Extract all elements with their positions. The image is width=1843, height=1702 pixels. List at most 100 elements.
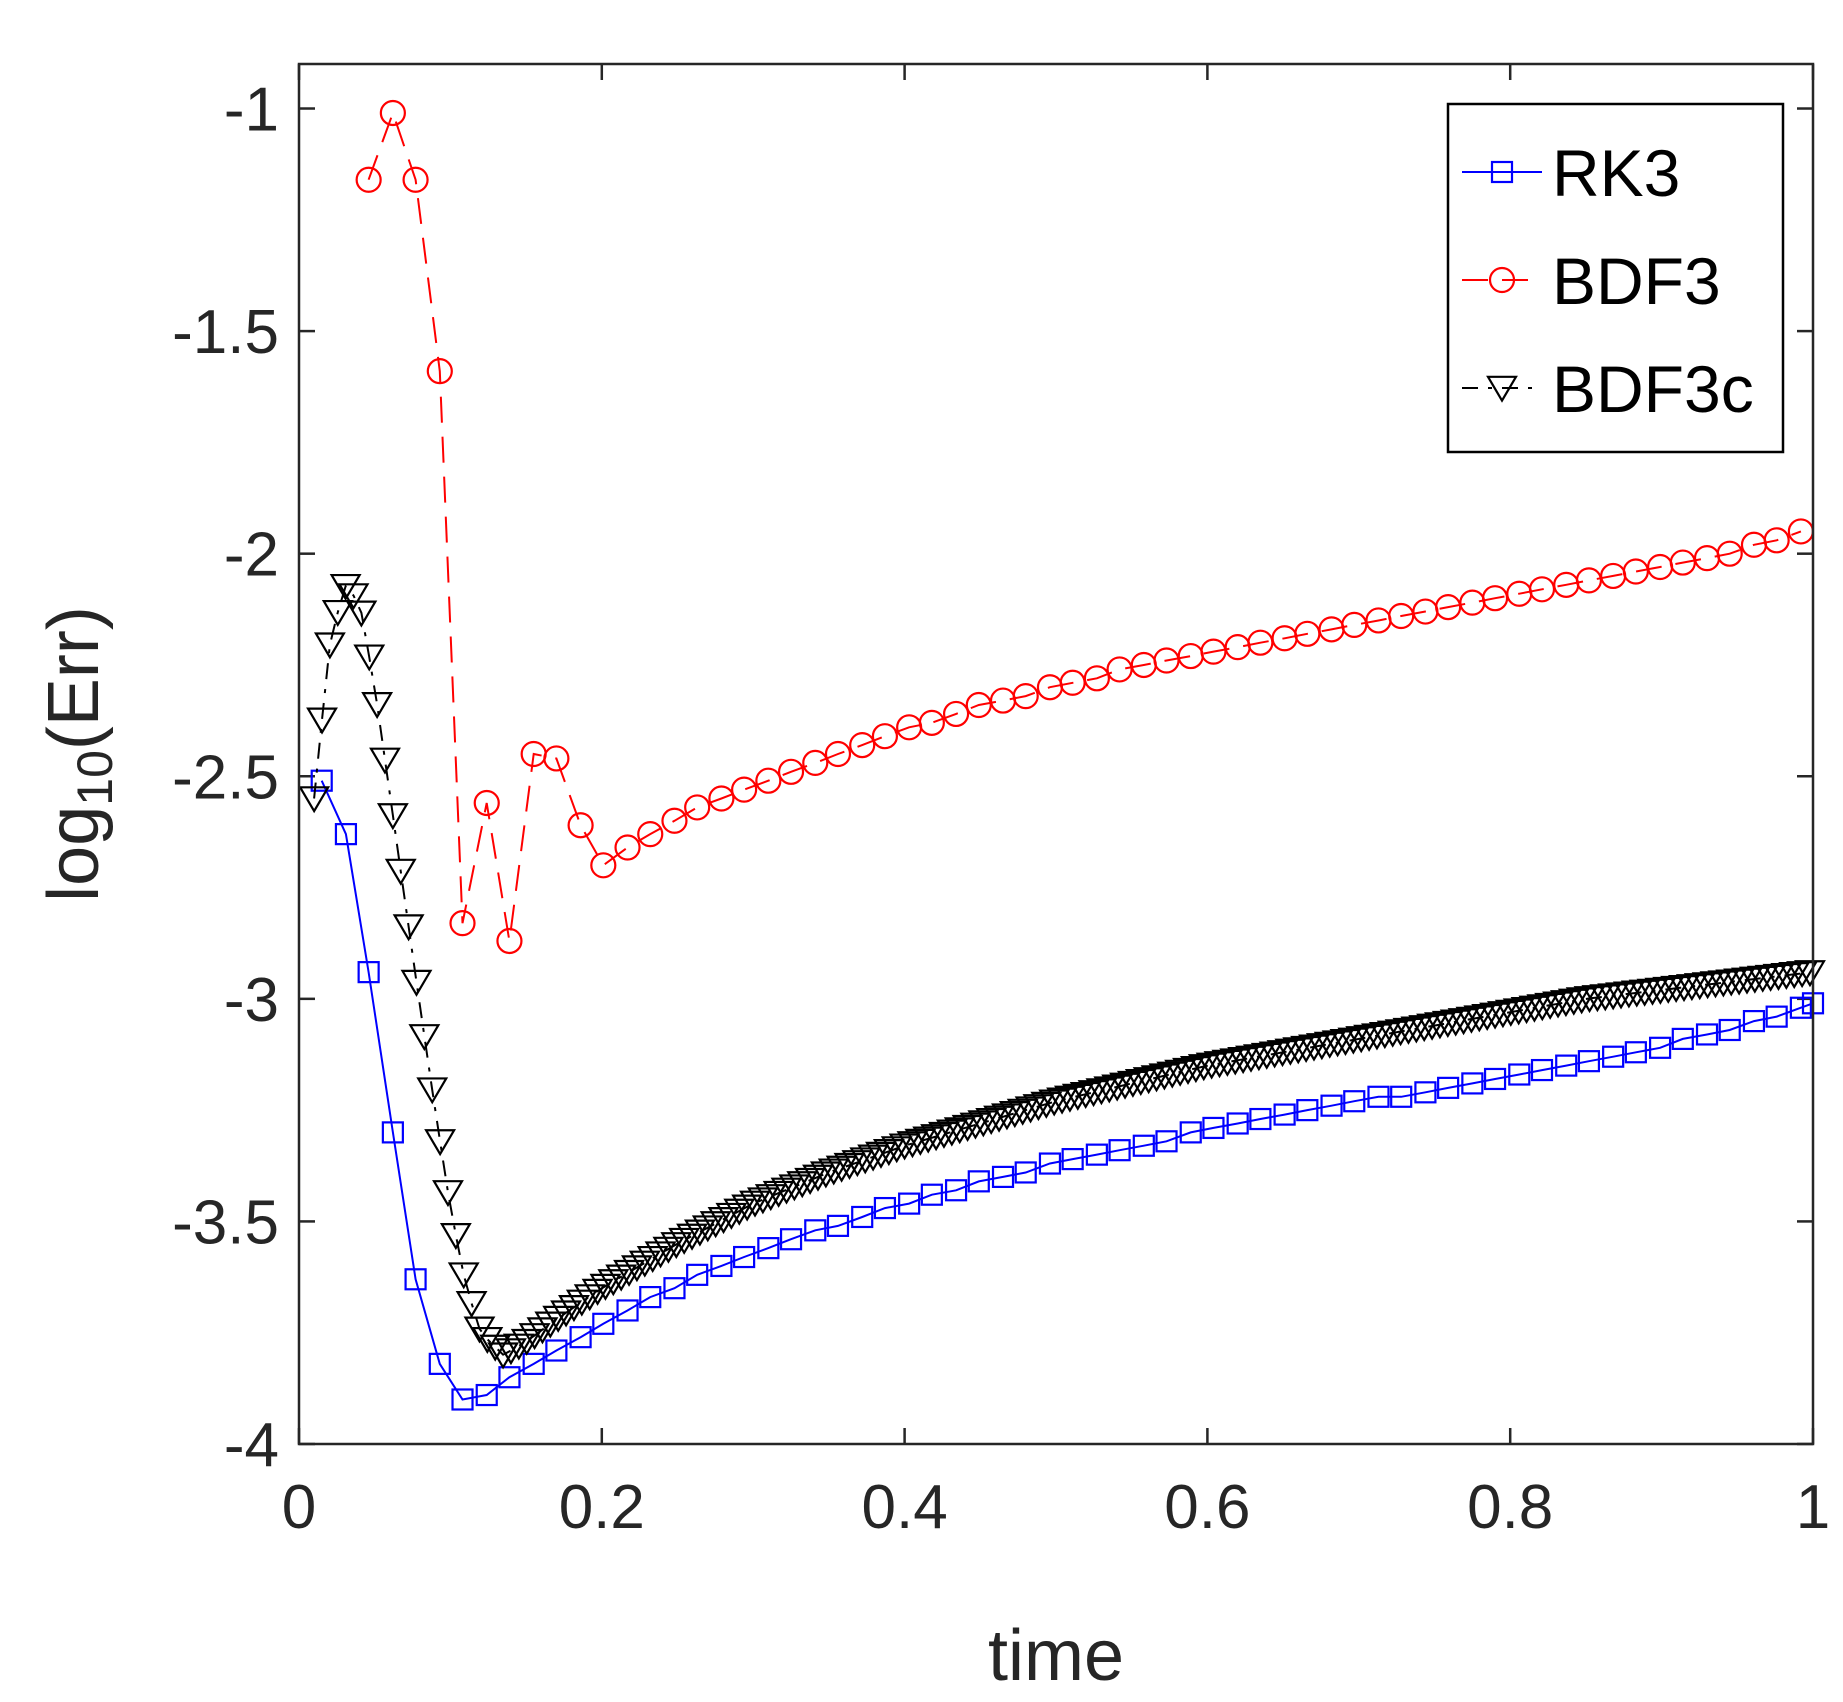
data-point-bdf3c bbox=[526, 1317, 559, 1345]
data-point-bdf3c bbox=[872, 1138, 905, 1167]
data-point-rk3 bbox=[475, 1383, 498, 1407]
data-point-bdf3c bbox=[1022, 1094, 1055, 1122]
data-point-bdf3c bbox=[628, 1250, 661, 1278]
data-point-bdf3c bbox=[676, 1223, 708, 1251]
data-point-rk3 bbox=[1343, 1090, 1366, 1113]
data-point-bdf3c bbox=[605, 1264, 638, 1292]
data-point-rk3 bbox=[639, 1285, 662, 1309]
data-point-bdf3c bbox=[1274, 1038, 1307, 1066]
data-point-bdf3c bbox=[1172, 1057, 1204, 1085]
data-point-rk3 bbox=[1437, 1076, 1460, 1099]
x-tick-labels: 0 0.2 0.4 0.6 0.8 1 bbox=[282, 1473, 1830, 1542]
data-point-bdf3c bbox=[621, 1255, 653, 1283]
data-point-bdf3c bbox=[802, 1164, 834, 1192]
data-point-bdf3c bbox=[636, 1245, 669, 1274]
data-point-bdf3 bbox=[731, 776, 758, 803]
legend-label: RK3 bbox=[1552, 136, 1680, 210]
data-point-bdf3c bbox=[1093, 1076, 1126, 1104]
data-point-rk3 bbox=[944, 1179, 968, 1202]
data-point-bdf3c bbox=[1794, 960, 1826, 988]
data-point-bdf3c bbox=[1313, 1031, 1346, 1059]
data-point-bdf3c bbox=[1329, 1028, 1362, 1057]
data-point-bdf3c bbox=[392, 914, 425, 942]
data-point-bdf3c bbox=[1439, 1009, 1472, 1037]
data-point-bdf3c bbox=[1510, 997, 1543, 1025]
data-point-bdf3c bbox=[455, 1291, 488, 1319]
data-point-bdf3c bbox=[487, 1342, 520, 1370]
data-point-rk3 bbox=[1155, 1130, 1178, 1153]
data-point-rk3 bbox=[1718, 1018, 1741, 1042]
data-point-rk3 bbox=[991, 1165, 1015, 1189]
data-point-bdf3c bbox=[495, 1338, 527, 1366]
data-point-bdf3c bbox=[1179, 1056, 1212, 1084]
data-point-bdf3c bbox=[1219, 1048, 1252, 1076]
data-point-bdf3c bbox=[1203, 1051, 1236, 1079]
data-point-bdf3c bbox=[904, 1128, 937, 1156]
data-point-bdf3 bbox=[755, 767, 782, 794]
data-point-bdf3c bbox=[306, 707, 338, 735]
legend-marker bbox=[1486, 375, 1518, 403]
data-point-bdf3c bbox=[1384, 1019, 1417, 1047]
data-point-bdf3c bbox=[1502, 998, 1535, 1026]
data-point-rk3 bbox=[686, 1263, 709, 1286]
data-point-bdf3 bbox=[918, 709, 945, 736]
data-point-rk3 bbox=[334, 823, 358, 846]
y-tick-label: -4 bbox=[224, 1411, 279, 1480]
data-point-bdf3 bbox=[355, 166, 382, 193]
data-point-bdf3c bbox=[463, 1316, 496, 1344]
data-point-bdf3c bbox=[707, 1207, 740, 1235]
data-point-bdf3 bbox=[684, 794, 711, 821]
data-point-bdf3c bbox=[668, 1227, 701, 1255]
data-point-bdf3c bbox=[1187, 1054, 1220, 1082]
data-point-bdf3c bbox=[951, 1114, 984, 1142]
data-point-bdf3c bbox=[1282, 1037, 1315, 1065]
data-point-rk3 bbox=[1414, 1081, 1437, 1104]
data-point-bdf3c bbox=[1077, 1080, 1110, 1108]
data-point-bdf3c bbox=[361, 692, 394, 720]
data-point-bdf3c bbox=[1376, 1020, 1409, 1048]
data-point-bdf3c bbox=[298, 786, 331, 814]
data-point-bdf3c bbox=[1046, 1087, 1078, 1115]
data-point-bdf3c bbox=[1266, 1040, 1299, 1068]
data-point-bdf3c bbox=[376, 803, 409, 831]
data-point-bdf3c bbox=[794, 1167, 827, 1195]
data-point-bdf3c bbox=[880, 1136, 913, 1164]
legend-entry-bdf3: BDF3 bbox=[1462, 244, 1721, 318]
data-point-rk3 bbox=[404, 1268, 427, 1291]
data-point-bdf3 bbox=[1716, 540, 1743, 567]
data-point-bdf3c bbox=[1069, 1081, 1102, 1110]
series-rk3 bbox=[310, 769, 1825, 1411]
data-point-bdf3c bbox=[337, 583, 370, 611]
data-point-bdf3c bbox=[1038, 1089, 1071, 1117]
data-point-bdf3c bbox=[825, 1155, 858, 1183]
data-point-rk3 bbox=[1624, 1041, 1647, 1064]
data-point-bdf3c bbox=[1258, 1041, 1291, 1069]
data-point-bdf3c bbox=[1101, 1074, 1134, 1102]
data-point-bdf3c bbox=[353, 644, 386, 672]
data-point-bdf3c bbox=[1030, 1091, 1063, 1119]
y-tick-labels: -4 -3.5 -3 -2.5 -2 -1.5 -1 bbox=[172, 76, 279, 1480]
x-tick-label: 1 bbox=[1796, 1473, 1830, 1542]
y-axis-label-subscript: 10 bbox=[67, 750, 123, 806]
x-tick-label: 0.2 bbox=[559, 1473, 645, 1542]
data-point-rk3 bbox=[873, 1196, 897, 1220]
data-point-bdf3c bbox=[652, 1236, 685, 1264]
legend-label: BDF3 bbox=[1552, 244, 1721, 318]
data-point-rk3 bbox=[545, 1339, 568, 1362]
data-point-bdf3c bbox=[1321, 1030, 1354, 1058]
data-point-rk3 bbox=[826, 1214, 850, 1237]
data-point-bdf3c bbox=[983, 1105, 1015, 1133]
data-point-bdf3c bbox=[975, 1107, 1008, 1136]
data-point-bdf3 bbox=[637, 821, 664, 848]
data-point-bdf3c bbox=[1148, 1063, 1181, 1091]
data-point-rk3 bbox=[1226, 1112, 1249, 1135]
data-point-bdf3c bbox=[849, 1147, 882, 1175]
plot-frame bbox=[297, 62, 1815, 1446]
data-point-bdf3c bbox=[1235, 1045, 1267, 1073]
data-point-bdf3c bbox=[558, 1295, 590, 1323]
data-point-bdf3c bbox=[857, 1144, 890, 1172]
data-point-rk3 bbox=[851, 1205, 874, 1229]
data-point-rk3 bbox=[1390, 1085, 1413, 1108]
data-point-bdf3c bbox=[865, 1141, 897, 1169]
